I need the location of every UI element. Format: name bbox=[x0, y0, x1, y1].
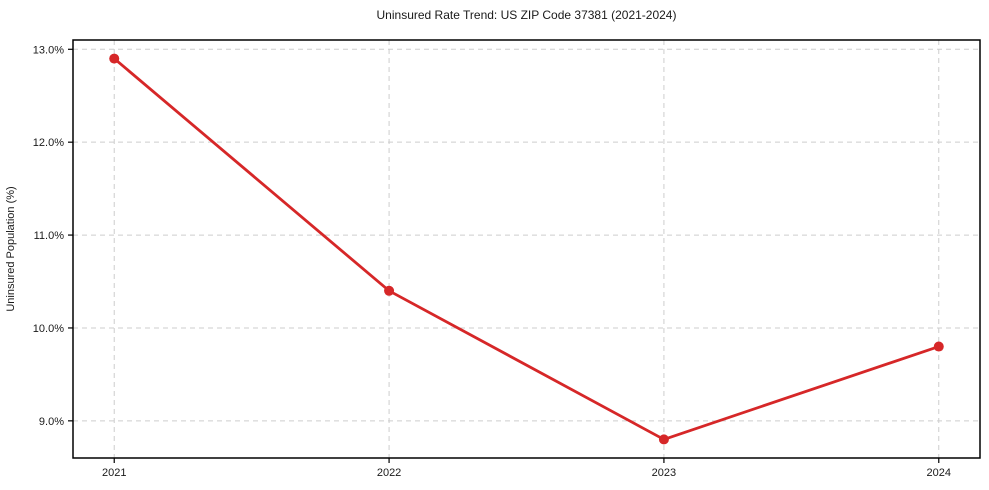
y-axis-label: Uninsured Population (%) bbox=[5, 186, 17, 311]
y-tick-label: 11.0% bbox=[34, 230, 65, 242]
x-tick-label: 2021 bbox=[102, 467, 126, 479]
trend-line bbox=[112, 57, 941, 441]
y-tick-label: 12.0% bbox=[33, 137, 64, 149]
data-point bbox=[109, 53, 120, 64]
data-point bbox=[384, 285, 395, 296]
plot-border bbox=[72, 39, 981, 459]
x-tick-label: 2024 bbox=[927, 467, 951, 479]
data-point bbox=[933, 341, 944, 352]
y-tick-label: 13.0% bbox=[33, 44, 64, 56]
y-tick-label: 9.0% bbox=[39, 416, 64, 428]
data-point bbox=[658, 434, 669, 445]
y-tick-label: 10.0% bbox=[33, 323, 64, 335]
chart-title: Uninsured Rate Trend: US ZIP Code 37381 … bbox=[376, 8, 677, 22]
x-tick-label: 2022 bbox=[377, 467, 401, 479]
x-tick-label: 2023 bbox=[652, 467, 676, 479]
